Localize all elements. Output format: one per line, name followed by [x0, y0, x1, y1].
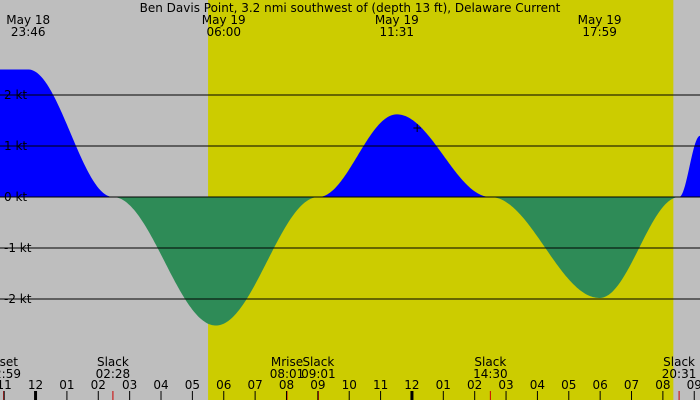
hour-label: 10 — [342, 378, 357, 392]
flood-area — [680, 135, 700, 197]
bottom-event-name: Slack — [302, 355, 334, 369]
bottom-event-name: Mset — [0, 355, 18, 369]
hour-label: 09 — [310, 378, 325, 392]
hour-label: 06 — [593, 378, 608, 392]
hour-label: 03 — [498, 378, 513, 392]
hour-label: 01 — [436, 378, 451, 392]
y-tick-label: 0 kt — [4, 190, 27, 204]
hour-label: 03 — [122, 378, 137, 392]
top-event-time: 17:59 — [582, 25, 617, 39]
hour-label: 02 — [467, 378, 482, 392]
bottom-event-labels: Mset22:59Slack02:28Mrise08:01Slack09:01S… — [0, 355, 696, 400]
hour-label: 08 — [279, 378, 294, 392]
hour-label: 06 — [216, 378, 231, 392]
bottom-event-name: Slack — [474, 355, 506, 369]
chart-title: Ben Davis Point, 3.2 nmi southwest of (d… — [140, 1, 561, 15]
y-tick-label: -1 kt — [4, 241, 32, 255]
bottom-event-time: 02:28 — [96, 367, 131, 381]
bottom-event-time: 09:01 — [301, 367, 336, 381]
top-event-date: May 19 — [375, 13, 419, 27]
hour-label: 01 — [59, 378, 74, 392]
bottom-event-time: 08:01 — [270, 367, 305, 381]
bottom-event-time: 14:30 — [473, 367, 508, 381]
top-event-date: May 19 — [202, 13, 246, 27]
flood-area — [0, 69, 112, 197]
hour-label: 12 — [28, 378, 43, 392]
hour-label: 04 — [153, 378, 168, 392]
bottom-event-time: 22:59 — [0, 367, 21, 381]
bottom-event-name: Slack — [663, 355, 695, 369]
top-event-date: May 18 — [6, 13, 50, 27]
bottom-event-name: Slack — [97, 355, 129, 369]
bottom-event-name: Mrise — [271, 355, 303, 369]
y-tick-label: 1 kt — [4, 139, 27, 153]
hour-label: 09 — [687, 378, 700, 392]
marker-plus: + — [412, 121, 422, 135]
top-event-time: 11:31 — [379, 25, 414, 39]
hour-label: 05 — [185, 378, 200, 392]
y-gridlines: 2 kt 1 kt 0 kt -1 kt -2 kt — [0, 88, 700, 306]
flood-area — [319, 114, 490, 197]
hour-label: 04 — [530, 378, 545, 392]
hour-label: 12 — [404, 378, 419, 392]
top-event-time: 23:46 — [11, 25, 46, 39]
hour-label: 07 — [247, 378, 262, 392]
bottom-event-time: 20:31 — [662, 367, 697, 381]
ebb-area — [113, 197, 318, 326]
hour-axis: 11 12 01 02 03 04 05 06 07 08 09 10 11 12 01 02 03 04 05 06… — [0, 378, 700, 400]
hour-label: 08 — [655, 378, 670, 392]
hour-label: 07 — [624, 378, 639, 392]
hour-label: 02 — [91, 378, 106, 392]
hour-label: 11 — [0, 378, 12, 392]
current-areas — [0, 69, 700, 326]
hour-label: 05 — [561, 378, 576, 392]
current-time-marker: + — [412, 121, 422, 135]
hour-label: 11 — [373, 378, 388, 392]
y-tick-label: -2 kt — [4, 292, 32, 306]
top-event-date: May 19 — [578, 13, 622, 27]
y-tick-label: 2 kt — [4, 88, 27, 102]
top-event-time: 06:00 — [206, 25, 241, 39]
